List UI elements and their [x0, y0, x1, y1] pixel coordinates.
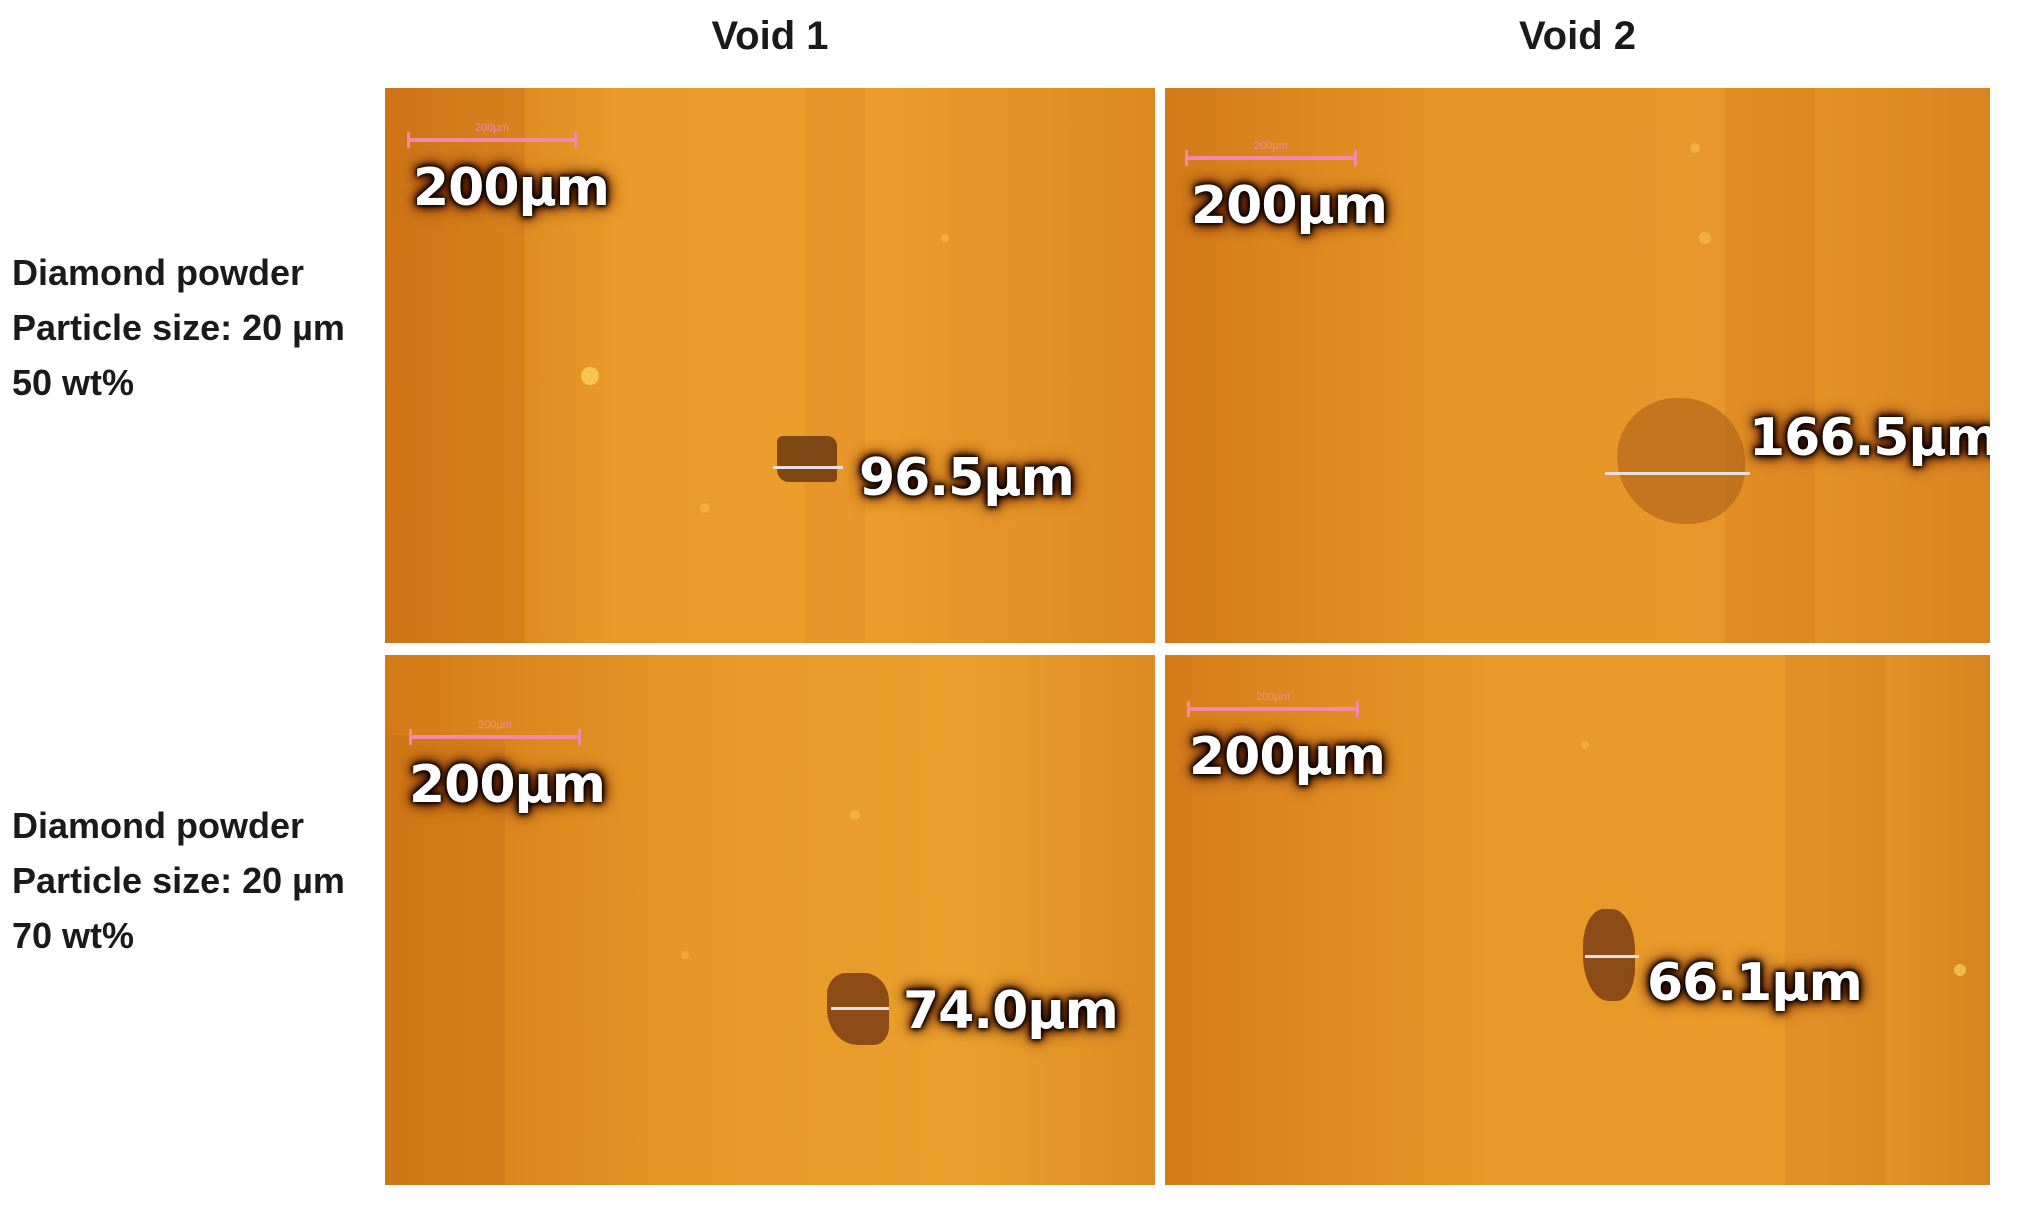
- measurement-line: [1605, 472, 1750, 475]
- row-label-50wt: Diamond powder Particle size: 20 µm 50 w…: [12, 245, 382, 410]
- row-label-particle-size: Particle size: 20 µm: [12, 860, 345, 901]
- measurement-label: 66.1µm: [1647, 953, 1863, 1013]
- scale-bar-tiny-label: 200µm: [1254, 140, 1288, 152]
- scale-bar: 200µm: [409, 719, 581, 745]
- column-header-void-2: Void 2: [1518, 14, 1637, 58]
- scale-label: 200µm: [1189, 727, 1386, 787]
- micrograph-texture: [1165, 88, 1990, 643]
- row-label-material: Diamond powder: [12, 252, 305, 293]
- row-label-particle-size: Particle size: 20 µm: [12, 307, 345, 348]
- measurement-label: 74.0µm: [903, 981, 1119, 1041]
- measurement-line: [1585, 955, 1639, 958]
- micrograph-70wt-void-2: 200µm 200µm 66.1µm: [1165, 655, 1990, 1185]
- scale-label: 200µm: [413, 158, 610, 218]
- measurement-label: 96.5µm: [859, 448, 1075, 508]
- scale-bar-tiny-label: 200µm: [478, 719, 512, 731]
- row-label-70wt: Diamond powder Particle size: 20 µm 70 w…: [12, 798, 382, 963]
- micrograph-texture: [1165, 655, 1990, 1185]
- row-label-material: Diamond powder: [12, 805, 305, 846]
- scale-label: 200µm: [409, 755, 606, 815]
- scale-bar-tiny-label: 200µm: [475, 122, 509, 134]
- scale-bar-tiny-label: 200µm: [1256, 691, 1290, 703]
- scale-label: 200µm: [1191, 176, 1388, 236]
- row-label-weight-fraction: 50 wt%: [12, 362, 135, 403]
- scale-bar: 200µm: [1185, 140, 1357, 166]
- micrograph-70wt-void-1: 200µm 200µm 74.0µm: [385, 655, 1155, 1185]
- column-header-void-1: Void 1: [711, 14, 829, 58]
- micrograph-50wt-void-2: 200µm 200µm 166.5µm: [1165, 88, 1990, 643]
- micrograph-texture: [385, 88, 1155, 643]
- void-defect: [777, 436, 837, 482]
- scale-bar: 200µm: [407, 122, 577, 148]
- measurement-label: 166.5µm: [1749, 408, 1990, 468]
- micrograph-texture: [385, 655, 1155, 1185]
- micrograph-50wt-void-1: 200µm 200µm 96.5µm: [385, 88, 1155, 643]
- measurement-line: [831, 1007, 889, 1010]
- measurement-line: [773, 466, 843, 469]
- scale-bar: 200µm: [1187, 691, 1359, 717]
- void-defect: [1617, 398, 1745, 524]
- row-label-weight-fraction: 70 wt%: [12, 915, 135, 956]
